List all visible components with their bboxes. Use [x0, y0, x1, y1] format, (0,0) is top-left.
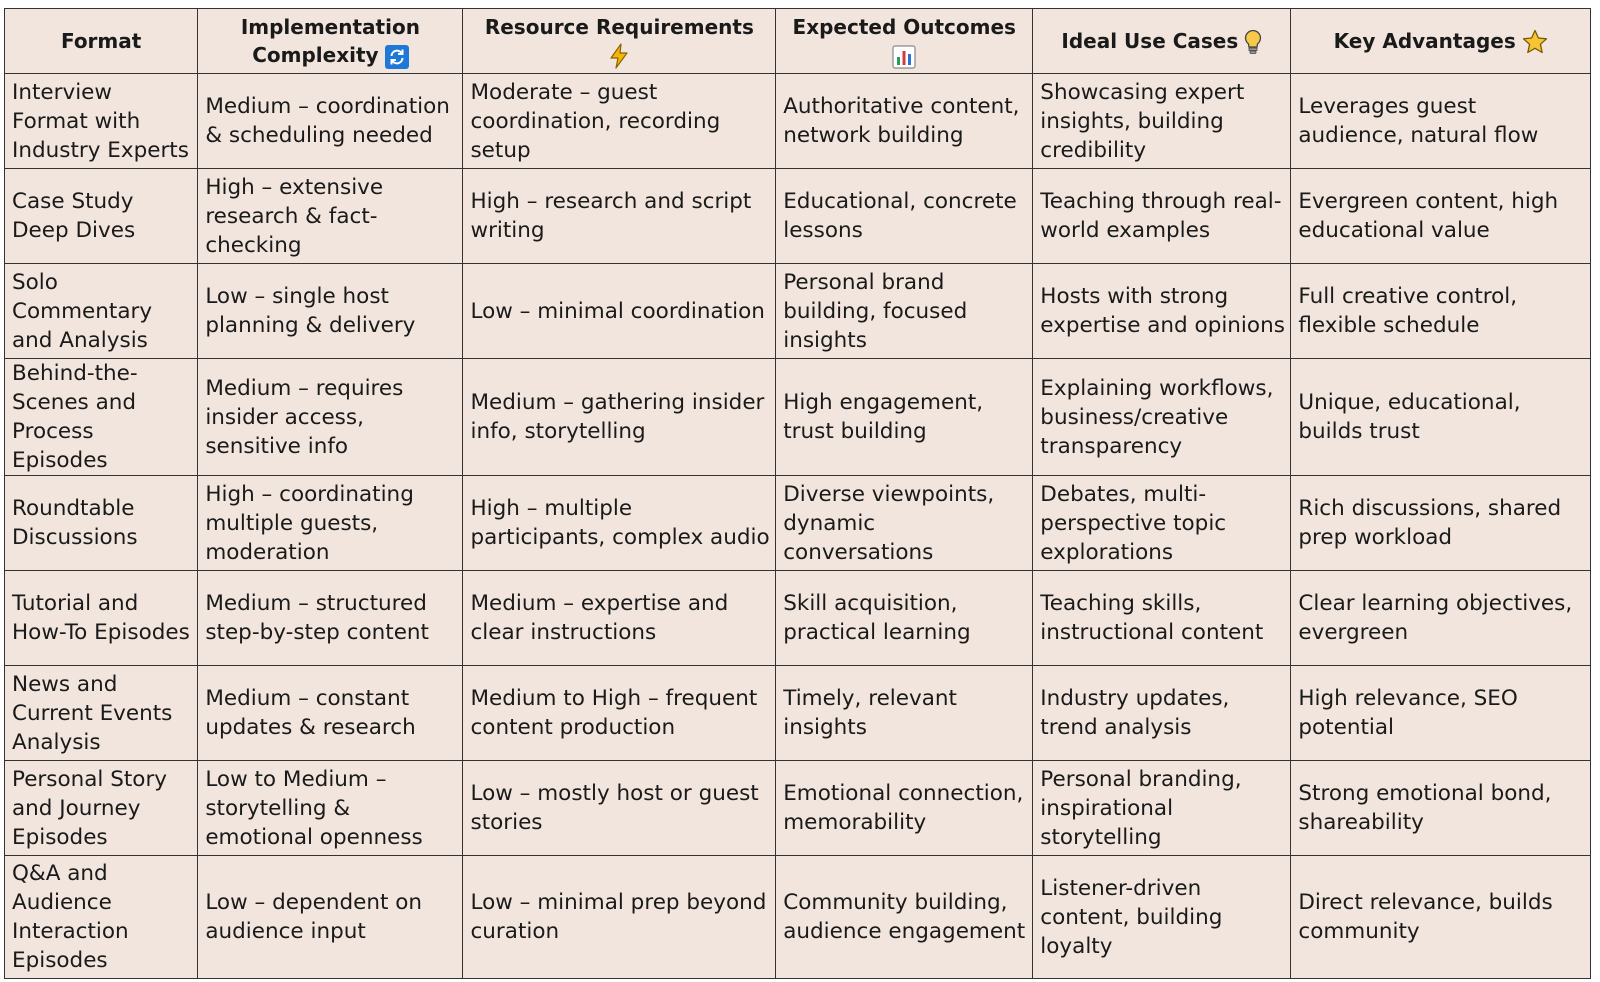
cell-resource-requirements: Medium to High – frequent content produc… [462, 665, 777, 761]
header-implementation-complexity-label: Implementation Complexity [240, 15, 420, 67]
cell-implementation-complexity: Low – single host planning & delivery [197, 263, 464, 359]
header-resource-requirements-label: Resource Requirements [484, 14, 754, 39]
cell-implementation-complexity: High – coordinating multiple guests, mod… [197, 475, 464, 571]
cell-ideal-use-cases: Explaining workflows, business/creative … [1032, 358, 1292, 476]
table-row: Q&A and Audience Interaction Episodes Lo… [3, 855, 1591, 979]
header-key-advantages-label: Key Advantages [1333, 28, 1516, 53]
cell-expected-outcomes: Personal brand building, focused insight… [775, 263, 1034, 359]
cell-resource-requirements: High – multiple participants, complex au… [462, 475, 777, 571]
cell-implementation-complexity: Low – dependent on audience input [197, 855, 464, 979]
cell-key-advantages: Direct relevance, builds community [1290, 855, 1591, 979]
cell-format: Roundtable Discussions [3, 475, 199, 571]
cell-resource-requirements: Moderate – guest coordination, recording… [462, 73, 777, 169]
cell-expected-outcomes: Skill acquisition, practical learning [775, 570, 1034, 666]
cell-key-advantages: Rich discussions, shared prep workload [1290, 475, 1591, 571]
cell-implementation-complexity: Medium – coordination & scheduling neede… [197, 73, 464, 169]
cell-implementation-complexity: High – extensive research & fact-checkin… [197, 168, 464, 264]
cell-ideal-use-cases: Industry updates, trend analysis [1032, 665, 1292, 761]
cell-ideal-use-cases: Teaching through real-world examples [1032, 168, 1292, 264]
header-expected-outcomes-label: Expected Outcomes [792, 15, 1016, 39]
table-row: News and Current Events Analysis Medium … [3, 665, 1591, 761]
star-icon [1522, 29, 1548, 55]
cell-resource-requirements: Medium – expertise and clear instruction… [462, 570, 777, 666]
header-row: Format Implementation Complexity Resourc… [3, 8, 1591, 74]
cell-expected-outcomes: Authoritative content, network building [775, 73, 1034, 169]
cell-ideal-use-cases: Personal branding, inspirational storyte… [1032, 760, 1292, 856]
cell-expected-outcomes: High engagement, trust building [775, 358, 1034, 476]
cell-ideal-use-cases: Listener-driven content, building loyalt… [1032, 855, 1292, 979]
cell-ideal-use-cases: Showcasing expert insights, building cre… [1032, 73, 1292, 169]
cell-key-advantages: High relevance, SEO potential [1290, 665, 1591, 761]
cell-format: Q&A and Audience Interaction Episodes [3, 855, 199, 979]
cell-key-advantages: Clear learning objectives, evergreen [1290, 570, 1591, 666]
table-row: Personal Story and Journey Episodes Low … [3, 760, 1591, 856]
cell-format: Solo Commentary and Analysis [3, 263, 199, 359]
header-implementation-complexity: Implementation Complexity [197, 8, 464, 74]
lightning-icon [608, 43, 630, 69]
cell-format: Tutorial and How-To Episodes [3, 570, 199, 666]
cell-implementation-complexity: Medium – requires insider access, sensit… [197, 358, 464, 476]
bar-chart-icon [892, 44, 916, 69]
cell-format: Behind-the-Scenes and Process Episodes [3, 358, 199, 476]
header-ideal-use-cases-label: Ideal Use Cases [1061, 28, 1239, 53]
header-expected-outcomes: Expected Outcomes [775, 8, 1034, 74]
cell-format: Case Study Deep Dives [3, 168, 199, 264]
cell-resource-requirements: High – research and script writing [462, 168, 777, 264]
podcast-format-comparison-table: Format Implementation Complexity Resourc… [3, 8, 1591, 979]
cell-format: Personal Story and Journey Episodes [3, 760, 199, 856]
cell-resource-requirements: Medium – gathering insider info, storyte… [462, 358, 777, 476]
table-row: Roundtable Discussions High – coordinati… [3, 475, 1591, 571]
table-row: Interview Format with Industry Experts M… [3, 73, 1591, 169]
cell-expected-outcomes: Emotional connection, memorability [775, 760, 1034, 856]
cell-key-advantages: Strong emotional bond, shareability [1290, 760, 1591, 856]
header-ideal-use-cases: Ideal Use Cases [1032, 8, 1292, 74]
cell-expected-outcomes: Timely, relevant insights [775, 665, 1034, 761]
cell-key-advantages: Full creative control, flexible schedule [1290, 263, 1591, 359]
lightbulb-icon [1244, 29, 1262, 55]
cell-ideal-use-cases: Teaching skills, instructional content [1032, 570, 1292, 666]
cell-ideal-use-cases: Hosts with strong expertise and opinions [1032, 263, 1292, 359]
cell-expected-outcomes: Educational, concrete lessons [775, 168, 1034, 264]
cell-format: Interview Format with Industry Experts [3, 73, 199, 169]
refresh-icon [384, 44, 409, 69]
cell-implementation-complexity: Medium – structured step-by-step content [197, 570, 464, 666]
table-row: Solo Commentary and Analysis Low – singl… [3, 263, 1591, 359]
header-key-advantages: Key Advantages [1290, 8, 1591, 74]
comparison-table-container: Format Implementation Complexity Resourc… [3, 8, 1591, 979]
cell-resource-requirements: Low – minimal coordination [462, 263, 777, 359]
cell-implementation-complexity: Medium – constant updates & research [197, 665, 464, 761]
cell-implementation-complexity: Low to Medium – storytelling & emotional… [197, 760, 464, 856]
cell-expected-outcomes: Diverse viewpoints, dynamic conversation… [775, 475, 1034, 571]
table-row: Tutorial and How-To Episodes Medium – st… [3, 570, 1591, 666]
cell-resource-requirements: Low – mostly host or guest stories [462, 760, 777, 856]
cell-format: News and Current Events Analysis [3, 665, 199, 761]
header-resource-requirements: Resource Requirements [462, 8, 777, 74]
table-row: Case Study Deep Dives High – extensive r… [3, 168, 1591, 264]
cell-resource-requirements: Low – minimal prep beyond curation [462, 855, 777, 979]
table-row: Behind-the-Scenes and Process Episodes M… [3, 358, 1591, 476]
cell-key-advantages: Evergreen content, high educational valu… [1290, 168, 1591, 264]
cell-key-advantages: Leverages guest audience, natural flow [1290, 73, 1591, 169]
header-format: Format [3, 8, 199, 74]
cell-expected-outcomes: Community building, audience engagement [775, 855, 1034, 979]
cell-key-advantages: Unique, educational, builds trust [1290, 358, 1591, 476]
header-format-label: Format [60, 29, 142, 53]
cell-ideal-use-cases: Debates, multi-perspective topic explora… [1032, 475, 1292, 571]
